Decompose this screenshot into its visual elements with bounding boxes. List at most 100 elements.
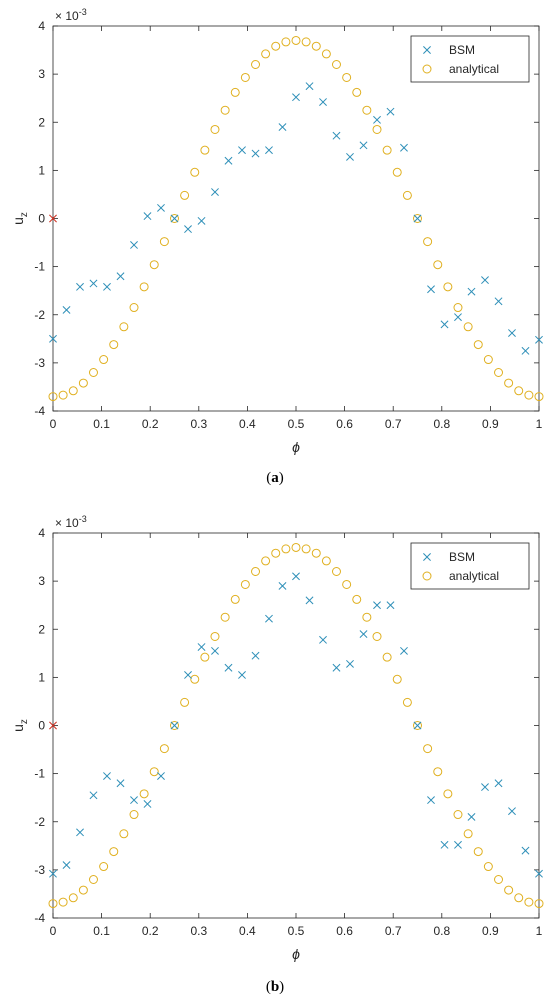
origin-marker [49, 214, 57, 223]
analytical-point [463, 829, 473, 839]
analytical-point [514, 386, 524, 396]
analytical-point [200, 145, 210, 155]
legend-bsm-marker [423, 46, 431, 54]
bsm-point [143, 799, 152, 808]
analytical-point [443, 282, 453, 292]
y-tick-label: 3 [38, 67, 45, 81]
bsm-point [521, 846, 530, 855]
y-axis-label: uz [10, 719, 30, 732]
analytical-point [402, 697, 412, 707]
bsm-point [157, 772, 165, 780]
legend-analytical-label: analytical [449, 62, 499, 76]
y-tick-label: 0 [38, 212, 45, 226]
analytical-point [433, 767, 443, 777]
x-tick-label: 0.8 [433, 417, 450, 431]
y-tick-label: 1 [38, 163, 45, 177]
bsm-point [224, 156, 233, 165]
legend-analytical-marker [422, 571, 432, 581]
analytical-point [413, 214, 422, 223]
analytical-point [453, 810, 463, 820]
bsm-point [508, 807, 516, 816]
y-tick-label: 4 [38, 19, 45, 33]
analytical-point [372, 124, 382, 134]
bsm-point [521, 346, 530, 355]
bsm-point [251, 651, 260, 660]
bsm-point [400, 143, 408, 152]
analytical-point [301, 37, 311, 47]
analytical-point [524, 390, 534, 400]
legend-bsm-marker [423, 553, 431, 561]
y-tick-label: 4 [38, 526, 45, 540]
analytical-point [139, 789, 149, 799]
analytical-point [331, 567, 341, 576]
x-tick-label: 0.6 [336, 924, 353, 938]
bsm-point [265, 146, 273, 155]
x-tick-label: 0.1 [93, 924, 110, 938]
bsm-point [413, 214, 422, 223]
analytical-point [281, 544, 291, 554]
analytical-point [68, 386, 78, 396]
caption-b-letter: b [270, 979, 280, 995]
analytical-point [109, 847, 119, 857]
bsm-point [386, 601, 395, 610]
bsm-point [319, 635, 327, 644]
x-tick-label: 0.5 [288, 417, 305, 431]
analytical-point [220, 612, 230, 622]
y-axis-label-base: u [10, 217, 26, 225]
analytical-point [99, 862, 109, 872]
analytical-point [230, 87, 240, 97]
analytical-point [139, 282, 149, 292]
bsm-point [413, 721, 422, 730]
bsm-point [170, 721, 179, 730]
bsm-point [494, 297, 503, 306]
analytical-point [129, 810, 139, 820]
x-tick-label: 0.9 [482, 417, 499, 431]
analytical-point [68, 893, 78, 903]
analytical-point [78, 885, 88, 895]
analytical-point [504, 378, 514, 388]
analytical-point [281, 37, 291, 47]
bsm-point [89, 279, 98, 288]
bsm-point [292, 572, 300, 581]
y-tick-label: -1 [34, 260, 45, 274]
y-tick-label: 2 [38, 115, 45, 129]
plot-area [52, 532, 540, 919]
bsm-point [251, 149, 260, 158]
y-axis-label: uz [10, 212, 30, 225]
analytical-point [342, 72, 352, 82]
analytical-point [78, 378, 88, 388]
analytical-point [200, 652, 210, 662]
analytical-point [251, 567, 261, 576]
analytical-point [210, 631, 220, 641]
bsm-point [103, 772, 111, 780]
legend-bsm-label: BSM [449, 550, 475, 564]
bsm-point [292, 93, 300, 102]
y-tick-label: -4 [34, 404, 45, 418]
analytical-point [362, 612, 372, 622]
analytical-point [402, 190, 412, 200]
x-tick-label: 0.9 [482, 924, 499, 938]
x-tick-label: 0.2 [142, 924, 159, 938]
bsm-point [278, 123, 287, 132]
y-axis-label-sub: z [19, 719, 30, 724]
analytical-point [413, 721, 422, 730]
bsm-point [359, 141, 368, 150]
analytical-point [149, 260, 159, 270]
analytical-point [48, 392, 58, 402]
analytical-point [443, 789, 453, 799]
analytical-point [180, 190, 190, 200]
bsm-point [467, 812, 476, 821]
analytical-point [88, 875, 98, 884]
bsm-point [49, 869, 57, 878]
analytical-point [483, 355, 493, 365]
legend-box [410, 542, 530, 590]
legend-analytical-label: analytical [449, 569, 499, 583]
bsm-point [332, 663, 341, 672]
analytical-point [240, 579, 250, 589]
analytical-point [271, 548, 281, 558]
bsm-point [116, 272, 125, 281]
x-tick-label: 0.4 [239, 417, 256, 431]
caption-a-letter: a [271, 470, 279, 486]
analytical-point [382, 145, 392, 155]
